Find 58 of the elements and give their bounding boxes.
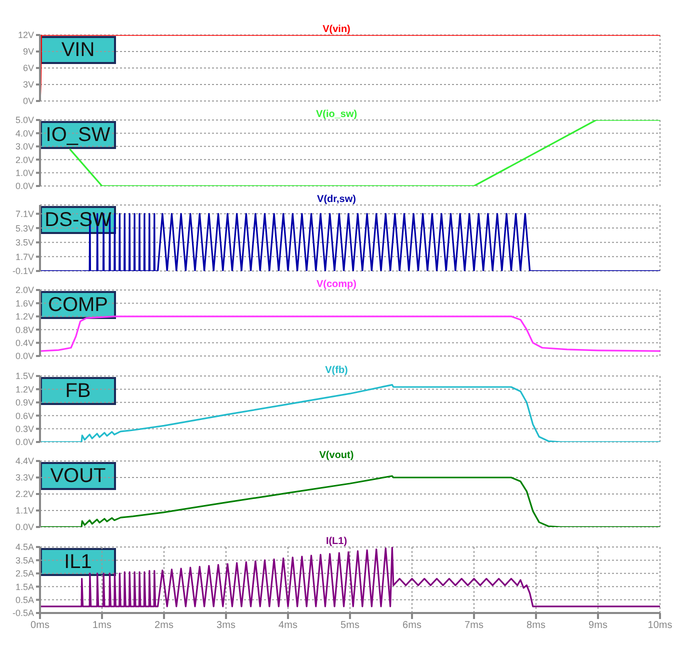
- x-tick-label: 10ms: [648, 620, 672, 632]
- series-label: I(L1): [326, 536, 348, 547]
- y-tick-label: 7.1V: [15, 208, 34, 219]
- x-tick-label: 8ms: [526, 620, 546, 632]
- y-tick-label: -0.5A: [12, 608, 34, 618]
- y-tick-label: 1.5V: [15, 371, 34, 382]
- y-tick-label: 1.0V: [15, 168, 34, 178]
- x-tick-label: 0ms: [30, 620, 50, 632]
- y-tick-label: 3.3V: [15, 472, 34, 483]
- y-tick-label: 1.2V: [15, 312, 34, 322]
- y-tick-label: 0.0V: [15, 437, 34, 448]
- series-label: V(fb): [325, 365, 348, 376]
- y-tick-label: 3.0V: [15, 142, 34, 152]
- y-tick-label: 4.4V: [15, 456, 34, 466]
- x-tick-label: 7ms: [464, 620, 484, 632]
- y-tick-label: 0.3V: [15, 424, 34, 434]
- y-tick-label: 0.4V: [15, 338, 34, 348]
- x-tick-label: 3ms: [216, 620, 236, 632]
- y-tick-label: 0.0V: [15, 181, 34, 192]
- y-tick-label: 0.5A: [15, 594, 34, 605]
- x-tick-label: 9ms: [588, 620, 608, 632]
- y-tick-label: 2.5A: [15, 568, 34, 579]
- y-tick-label: 12V: [18, 30, 34, 40]
- y-tick-label: 0.0V: [15, 522, 34, 532]
- text: V(comp): [316, 279, 356, 290]
- y-tick-label: 1.5A: [15, 582, 34, 592]
- y-tick-label: 5.0V: [15, 115, 34, 126]
- y-tick-label: -0.1V: [12, 266, 34, 276]
- y-tick-label: 6V: [22, 63, 34, 74]
- y-tick-label: 1.6V: [15, 298, 34, 308]
- y-tick-label: 0.0V: [15, 351, 34, 362]
- x-tick-label: 6ms: [402, 620, 422, 632]
- y-tick-label: 0.8V: [15, 324, 34, 335]
- y-tick-label: 2.0V: [15, 285, 34, 296]
- series-label: V(vin): [322, 24, 350, 35]
- y-tick-label: 4.5A: [15, 542, 34, 552]
- y-tick-label: 2.2V: [15, 489, 34, 500]
- y-tick-label: 0.6V: [15, 410, 34, 421]
- y-tick-label: 2.0V: [15, 154, 34, 165]
- y-tick-label: 0V: [22, 96, 34, 106]
- y-tick-label: 1.7V: [15, 252, 34, 262]
- series-label: V(dr,sw): [317, 194, 356, 205]
- y-tick-label: 9V: [22, 46, 34, 57]
- x-tick-label: 2ms: [154, 620, 174, 632]
- y-tick-label: 3.5A: [15, 555, 34, 566]
- y-tick-label: 1.1V: [15, 506, 34, 516]
- y-tick-label: 5.3V: [15, 223, 34, 234]
- x-tick-label: 5ms: [340, 620, 360, 632]
- y-tick-label: 1.2V: [15, 384, 34, 394]
- text: V(io_sw): [316, 109, 358, 120]
- line-series: [40, 316, 660, 352]
- y-tick-label: 3.5V: [15, 238, 34, 248]
- x-tick-label: 1ms: [92, 620, 112, 632]
- y-tick-label: 3V: [22, 80, 34, 90]
- y-tick-label: 0.9V: [15, 398, 34, 408]
- x-tick-label: 4ms: [278, 620, 298, 632]
- text: V(vout): [319, 450, 354, 461]
- y-tick-label: 4.0V: [15, 128, 34, 138]
